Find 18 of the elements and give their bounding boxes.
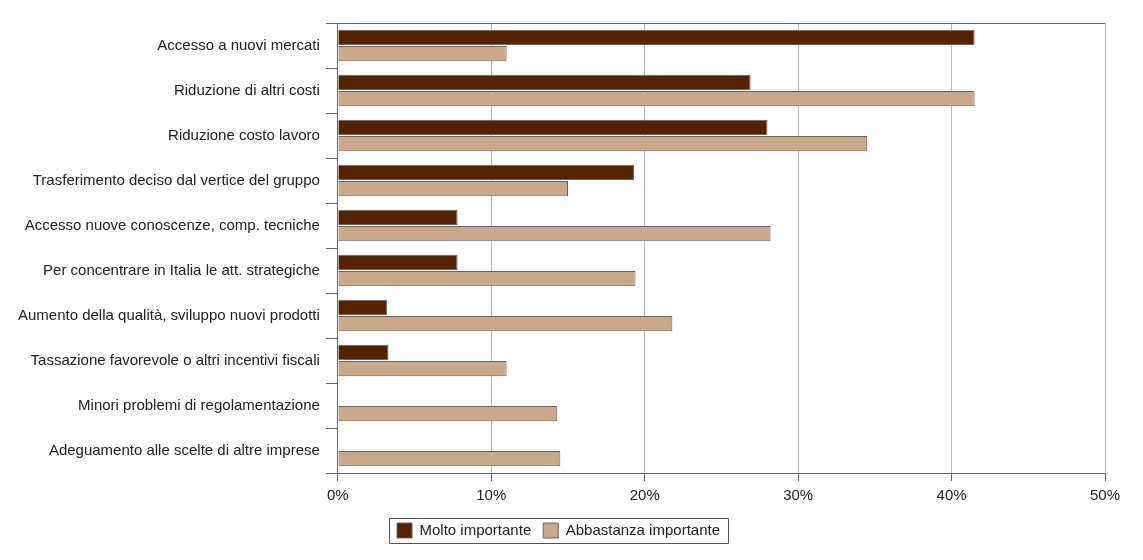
y-tick-label: Minori problemi di regolamentazione xyxy=(78,395,320,413)
y-tick-label: Riduzione di altri costi xyxy=(173,80,320,98)
y-tick-label: Accesso nuove conoscenze, comp. tecniche xyxy=(24,215,320,233)
y-tick-label: Tassazione favorevole o altri incentivi fiscali xyxy=(30,350,320,368)
y-tick-label: Per concentrare in Italia le att. strategiche xyxy=(43,260,320,278)
x-tick-label: 20% xyxy=(629,486,660,504)
x-tick-label: 30% xyxy=(783,486,814,504)
x-tick-label: 0% xyxy=(327,486,349,504)
legend-label: Abbastanza importante xyxy=(565,520,720,538)
y-tick-label: Aumento della qualità, sviluppo nuovi prodotti xyxy=(17,305,320,323)
x-tick-label: 40% xyxy=(936,486,967,504)
x-tick-label: 10% xyxy=(476,486,507,504)
y-tick-label: Adeguamento alle scelte di altre imprese xyxy=(48,440,320,458)
legend-label: Molto importante xyxy=(419,520,532,538)
y-tick-label: Trasferimento deciso dal vertice del gruppo xyxy=(32,170,320,188)
y-tick-label: Riduzione costo lavoro xyxy=(168,125,320,143)
y-tick-label: Accesso a nuovi mercati xyxy=(157,35,320,53)
x-tick-label: 50% xyxy=(1089,486,1121,504)
